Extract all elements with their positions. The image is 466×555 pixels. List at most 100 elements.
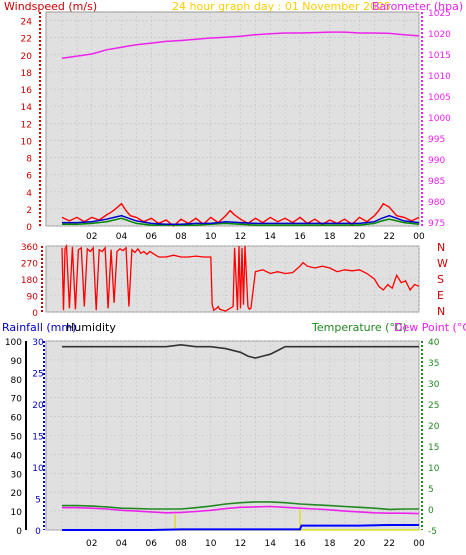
chart-marks: 0246810121416182022249759809859909951000…: [5, 9, 451, 549]
humidity-tick-label: 90: [11, 357, 23, 367]
humidity-tick-label: 10: [11, 508, 23, 518]
wind-x-tick-label: 10: [205, 232, 217, 242]
wind-tick-label: 22: [21, 35, 32, 45]
humidity-axis-title: Humidity: [66, 321, 116, 334]
wind-tick-label: 12: [21, 120, 32, 130]
temperature-x-tick-label: 22: [384, 539, 395, 549]
direction-label-w: W: [437, 257, 448, 270]
wind-x-tick-label: 00: [413, 232, 425, 242]
wind-x-tick-label: 18: [324, 232, 336, 242]
temperature-tick-label: 15: [428, 443, 439, 453]
humidity-tick-label: 20: [11, 489, 23, 499]
temperature-tick-label: 5: [428, 485, 434, 495]
temperature-x-tick-label: 04: [116, 539, 128, 549]
humidity-tick-label: 70: [11, 395, 23, 405]
temperature-tick-label: -5: [428, 527, 437, 537]
temperature-x-tick-label: 18: [324, 539, 336, 549]
wind-tick-label: 6: [26, 172, 32, 182]
series-temperature: [62, 501, 419, 511]
rainfall-tick-label: 20: [32, 401, 44, 411]
direction-label-n-bottom: N: [437, 305, 445, 318]
wind-x-tick-label: 04: [116, 232, 128, 242]
temperature-x-tick-label: 08: [175, 539, 187, 549]
wind-x-tick-label: 02: [86, 232, 97, 242]
series-wind-average: [62, 214, 420, 226]
barometer-axis-title: Barometer (hpa): [372, 0, 463, 13]
rainfall-tick-label: 25: [32, 370, 43, 380]
rainfall-tick-label: 15: [32, 433, 43, 443]
wind-tick-label: 20: [21, 52, 33, 62]
wind-tick-label: 24: [21, 18, 33, 28]
barometer-tick-label: 980: [428, 198, 445, 208]
temperature-x-tick-label: 14: [265, 539, 277, 549]
humidity-tick-label: 0: [16, 527, 22, 537]
series-direction: [61, 243, 420, 312]
temperature-x-tick-label: 12: [235, 539, 246, 549]
wind-tick-label: 18: [21, 69, 33, 79]
temperature-x-tick-label: 20: [354, 539, 366, 549]
barometer-tick-label: 1005: [428, 93, 451, 103]
series-barometer: [61, 31, 420, 59]
humidity-tick-label: 100: [5, 338, 22, 348]
temperature-tick-label: 25: [428, 401, 439, 411]
wind-tick-label: 16: [21, 86, 33, 96]
rainfall-axis-title: Rainfall (mm): [2, 321, 76, 334]
series-rainfall: [62, 524, 419, 531]
direction-tick-label: 270: [21, 260, 38, 270]
rainfall-tick-label: 0: [35, 527, 41, 537]
direction-label-e: E: [437, 289, 444, 302]
barometer-tick-label: 1025: [428, 9, 451, 19]
graph-title: 24 hour graph day : 01 November 2025: [172, 0, 391, 13]
humidity-tick-label: 60: [11, 414, 23, 424]
humidity-tick-label: 50: [11, 433, 23, 443]
series-wind-green: [62, 217, 420, 226]
temperature-tick-label: 40: [428, 338, 440, 348]
wind-x-tick-label: 14: [265, 232, 277, 242]
temperature-x-tick-label: 10: [205, 539, 217, 549]
wind-x-tick-label: 08: [175, 232, 187, 242]
barometer-tick-label: 985: [428, 177, 445, 187]
barometer-tick-label: 1000: [428, 114, 451, 124]
temperature-tick-label: 30: [428, 380, 440, 390]
barometer-tick-label: 995: [428, 135, 445, 145]
wind-tick-label: 2: [26, 206, 32, 216]
temperature-axis-title: Temperature (°C): [311, 321, 407, 334]
direction-tick-label: 90: [27, 293, 39, 303]
barometer-tick-label: 975: [428, 219, 445, 229]
wind-panel-background: [45, 11, 420, 227]
barometer-tick-label: 1015: [428, 51, 451, 61]
windspeed-axis-title: Windspeed (m/s): [4, 0, 97, 13]
temperature-x-tick-label: 02: [86, 539, 97, 549]
wind-x-tick-label: 22: [384, 232, 395, 242]
wind-x-tick-label: 20: [354, 232, 366, 242]
temperature-tick-label: 20: [428, 422, 440, 432]
temperature-tick-label: 10: [428, 464, 440, 474]
wind-tick-label: 4: [26, 189, 32, 199]
direction-tick-label: 0: [32, 309, 38, 319]
temperature-x-tick-label: 06: [146, 539, 158, 549]
temperature-panel-background: [45, 340, 420, 531]
temperature-tick-label: 35: [428, 359, 439, 369]
temperature-x-tick-label: 16: [294, 539, 306, 549]
rainfall-tick-label: 10: [32, 464, 44, 474]
direction-label-s: S: [437, 273, 444, 286]
barometer-tick-label: 1010: [428, 72, 451, 82]
humidity-tick-label: 30: [11, 470, 23, 480]
wind-tick-label: 0: [26, 223, 32, 233]
barometer-tick-label: 1020: [428, 30, 451, 40]
rainfall-tick-label: 5: [35, 496, 41, 506]
temperature-tick-label: 0: [428, 506, 434, 516]
series-humidity: [62, 343, 419, 359]
rainfall-tick-label: 30: [32, 338, 44, 348]
wind-x-tick-label: 12: [235, 232, 246, 242]
wind-tick-label: 14: [21, 103, 33, 113]
series-dew-point: [62, 505, 420, 515]
temperature-x-tick-label: 00: [413, 539, 425, 549]
wind-tick-label: 8: [26, 155, 32, 165]
series-windspeed: [61, 202, 420, 227]
wind-tick-label: 10: [21, 137, 33, 147]
direction-tick-label: 180: [21, 276, 38, 286]
dewpoint-axis-title: Dew Point (°C): [394, 321, 466, 334]
